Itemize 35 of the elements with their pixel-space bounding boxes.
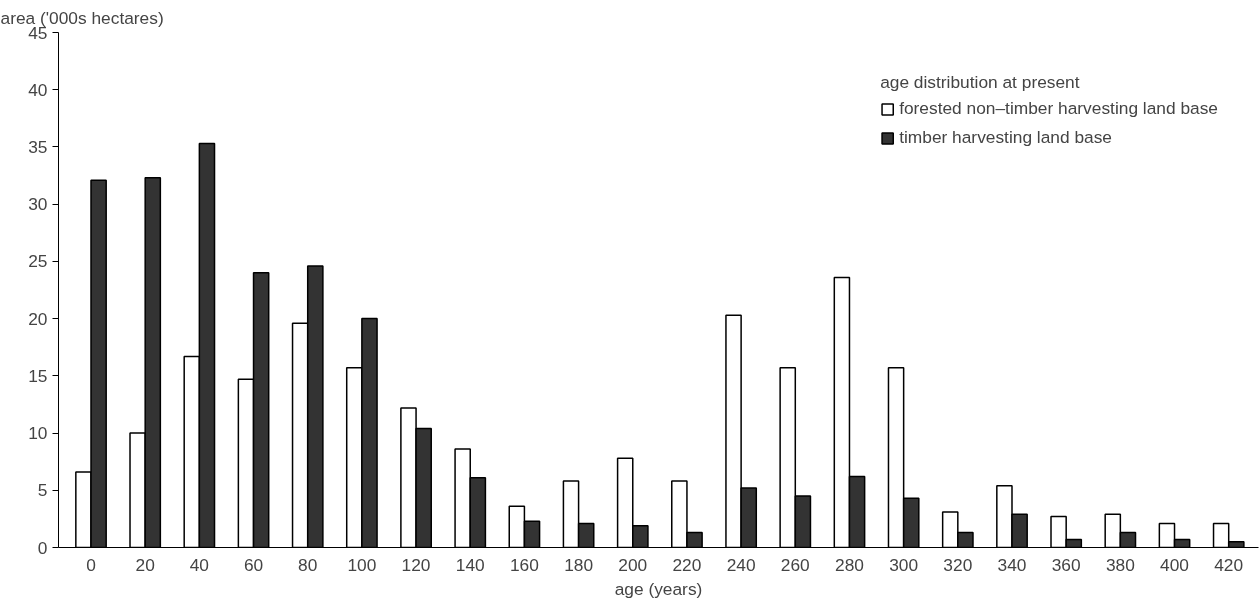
x-tick-label: 380 [1105, 554, 1135, 575]
x-tick-label: 0 [86, 554, 96, 575]
legend-label: forested non–timber harvesting land base [899, 98, 1218, 119]
x-tick-label: 40 [189, 554, 209, 575]
y-tick-label: 20 [28, 308, 48, 329]
x-tick-label: 200 [618, 554, 648, 575]
legend-label: timber harvesting land base [899, 127, 1113, 148]
x-tick-label: 240 [726, 554, 756, 575]
y-tick-label: 5 [37, 480, 48, 501]
y-tick-label: 0 [37, 537, 48, 558]
y-tick-label: 35 [28, 136, 48, 157]
x-tick-label: 220 [672, 554, 702, 575]
y-tick-label: 30 [28, 194, 48, 215]
y-tick-label: 10 [28, 423, 48, 444]
x-tick-label: 60 [243, 554, 264, 575]
x-tick-label: 260 [780, 554, 810, 575]
y-tick-label: 25 [28, 251, 48, 272]
y-tick-label: 15 [28, 365, 48, 386]
x-tick-label: 160 [509, 554, 539, 575]
x-tick-label: 320 [943, 554, 973, 575]
x-tick-label: 120 [401, 554, 431, 575]
x-tick-label: 80 [298, 554, 318, 575]
x-tick-label: 300 [889, 554, 919, 575]
x-tick-label: 400 [1160, 554, 1189, 575]
x-tick-label: 20 [135, 554, 155, 575]
x-axis-title: age (years) [614, 578, 703, 599]
legend-title: age distribution at present [880, 72, 1081, 93]
x-tick-label: 280 [835, 554, 864, 575]
y-tick-label: 40 [28, 79, 48, 100]
x-tick-label: 180 [564, 554, 594, 575]
x-tick-label: 360 [1051, 554, 1081, 575]
x-tick-label: 100 [347, 554, 377, 575]
x-tick-label: 340 [997, 554, 1027, 575]
x-tick-label: 420 [1214, 554, 1244, 575]
x-tick-label: 140 [455, 554, 485, 575]
